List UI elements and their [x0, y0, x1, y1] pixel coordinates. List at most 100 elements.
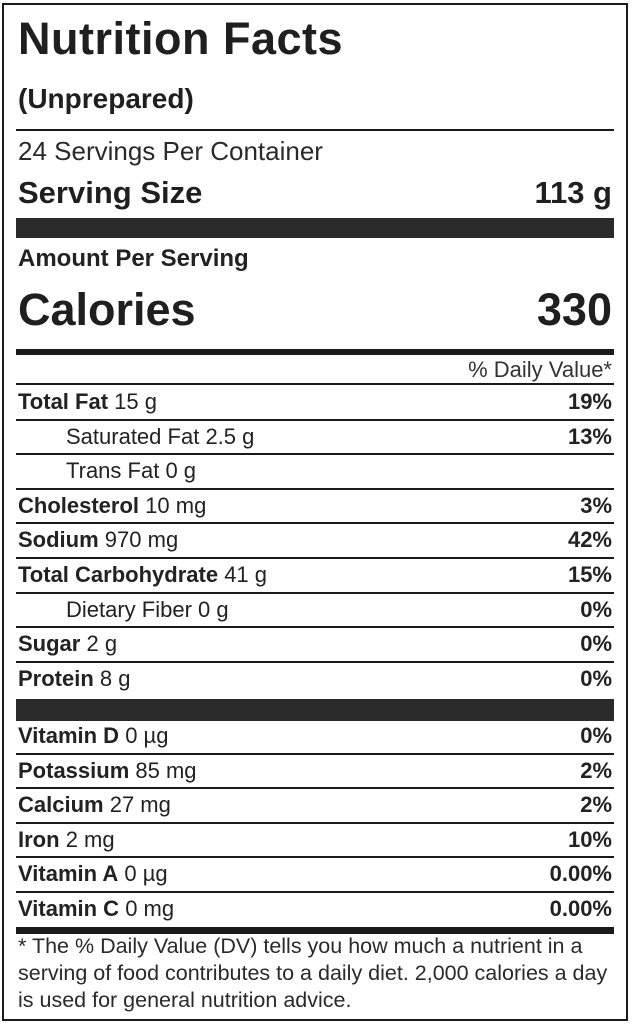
serving-size-row: Serving Size 113 g: [18, 175, 612, 211]
row-divider: [16, 752, 614, 755]
daily-value-percent: 0%: [580, 665, 612, 691]
nutrient-amount: 2 mg: [65, 826, 115, 852]
nutrient-name: Protein 8 g: [16, 666, 131, 692]
label-title: Nutrition Facts: [18, 13, 344, 64]
daily-value-percent: 19%: [567, 389, 612, 414]
nutrient-amount: 0 g: [198, 596, 229, 622]
row-divider: [16, 821, 614, 824]
daily-value-percent: 0.00%: [549, 861, 612, 887]
nutrient-row: Saturated Fat 2.5 g 13%: [16, 420, 614, 454]
nutrient-name: Total Fat 15 g: [16, 389, 157, 415]
nutrient-label: Calcium: [18, 792, 104, 818]
nutrient-label: Saturated Fat: [66, 423, 200, 449]
nutrient-label: Vitamin A: [18, 861, 119, 887]
nutrient-row: Trans Fat 0 g: [16, 454, 614, 488]
thick-divider: [16, 218, 614, 238]
row-divider: [16, 787, 614, 790]
nutrient-label: Sodium: [18, 527, 99, 553]
nutrient-name: Dietary Fiber 0 g: [16, 597, 229, 623]
nutrient-label: Iron: [18, 826, 60, 852]
daily-value-header: % Daily Value*: [468, 357, 612, 382]
nutrient-amount: 8 g: [99, 665, 131, 691]
thick-divider: [16, 699, 614, 721]
nutrient-label: Vitamin D: [18, 723, 120, 748]
row-divider: [16, 856, 614, 859]
daily-value-percent: 2%: [580, 757, 612, 783]
serving-size-label: Serving Size: [18, 175, 203, 210]
nutrient-amount: 0 µg: [125, 723, 169, 748]
nutrient-amount: 27 mg: [109, 792, 171, 818]
nutrient-label: Dietary Fiber: [66, 596, 192, 622]
calories-row: Calories 330: [18, 284, 612, 336]
daily-value-percent: 13%: [567, 423, 612, 449]
nutrient-row: Dietary Fiber 0 g 0%: [16, 593, 614, 627]
medium-divider: [16, 349, 614, 355]
nutrient-amount: 41 g: [224, 562, 268, 587]
nutrient-label: Protein: [18, 665, 94, 691]
nutrient-name: Iron 2 mg: [16, 827, 115, 853]
nutrient-name: Potassium 85 mg: [16, 758, 197, 784]
nutrient-row: Total Carbohydrate 41 g 15%: [16, 558, 614, 592]
nutrient-row: Vitamin C 0 mg 0.00%: [16, 892, 614, 926]
nutrient-row: Potassium 85 mg 2%: [16, 754, 614, 788]
nutrient-amount: 2 g: [86, 631, 118, 657]
nutrient-name: Sugar 2 g: [16, 631, 117, 657]
nutrient-amount: 2.5 g: [205, 423, 255, 449]
row-divider: [16, 591, 614, 594]
row-divider: [16, 453, 614, 456]
nutrient-row: Vitamin A 0 µg 0.00%: [16, 857, 614, 891]
daily-value-percent: 0%: [580, 596, 612, 622]
medium-divider: [16, 927, 614, 934]
servings-per-container: 24 Servings Per Container: [18, 136, 323, 166]
daily-value-percent: 10%: [567, 826, 612, 852]
nutrient-row: Total Fat 15 g 19%: [16, 385, 614, 419]
nutrient-row: Sodium 970 mg 42%: [16, 523, 614, 557]
nutrient-name: Calcium 27 mg: [16, 792, 171, 818]
row-divider: [16, 522, 614, 525]
daily-value-percent: 0%: [580, 631, 612, 657]
nutrient-name: Sodium 970 mg: [16, 527, 178, 553]
amount-per-serving: Amount Per Serving: [18, 245, 249, 272]
nutrient-amount: 970 mg: [104, 527, 179, 553]
divider: [16, 129, 614, 131]
nutrient-label: Trans Fat: [66, 458, 160, 484]
calories-value: 330: [536, 284, 612, 335]
row-divider: [16, 487, 614, 490]
nutrient-name: Vitamin A 0 µg: [16, 861, 168, 887]
nutrient-label: Sugar: [18, 631, 81, 657]
daily-value-percent: 0%: [580, 723, 612, 748]
divider: [16, 383, 614, 385]
nutrient-label: Total Carbohydrate: [18, 562, 219, 587]
nutrient-name: Trans Fat 0 g: [16, 458, 196, 484]
nutrient-amount: 10 mg: [145, 492, 207, 518]
nutrient-amount: 0 g: [165, 458, 197, 484]
nutrition-facts-label: Nutrition Facts (Unprepared) 24 Servings…: [2, 3, 628, 1021]
nutrient-row: Vitamin D 0 µg 0%: [16, 719, 614, 753]
daily-value-percent: 42%: [567, 527, 612, 553]
nutrient-label: Total Fat: [18, 389, 109, 414]
row-divider: [16, 626, 614, 629]
nutrient-name: Total Carbohydrate 41 g: [16, 562, 267, 588]
row-divider: [16, 557, 614, 559]
daily-value-percent: 0.00%: [549, 896, 612, 921]
row-divider: [16, 660, 614, 663]
nutrient-name: Cholesterol 10 mg: [16, 493, 206, 519]
footnote: * The % Daily Value (DV) tells you how m…: [18, 934, 608, 1012]
row-divider: [16, 891, 614, 893]
nutrient-label: Potassium: [18, 757, 130, 783]
calories-label: Calories: [18, 284, 196, 335]
nutrient-row: Iron 2 mg 10%: [16, 823, 614, 857]
nutrient-row: Cholesterol 10 mg 3%: [16, 489, 614, 523]
daily-value-percent: 2%: [580, 792, 612, 818]
nutrient-label: Cholesterol: [18, 492, 140, 518]
nutrient-amount: 0 mg: [125, 896, 175, 921]
daily-value-percent: 3%: [580, 492, 612, 518]
daily-value-percent: 15%: [567, 562, 612, 587]
nutrient-name: Saturated Fat 2.5 g: [16, 424, 254, 450]
nutrient-amount: 15 g: [114, 389, 157, 414]
nutrient-amount: 0 µg: [124, 861, 168, 887]
nutrient-row: Calcium 27 mg 2%: [16, 788, 614, 822]
label-subtitle: (Unprepared): [18, 83, 194, 114]
nutrient-name: Vitamin C 0 mg: [16, 896, 174, 922]
nutrient-amount: 85 mg: [135, 757, 197, 783]
